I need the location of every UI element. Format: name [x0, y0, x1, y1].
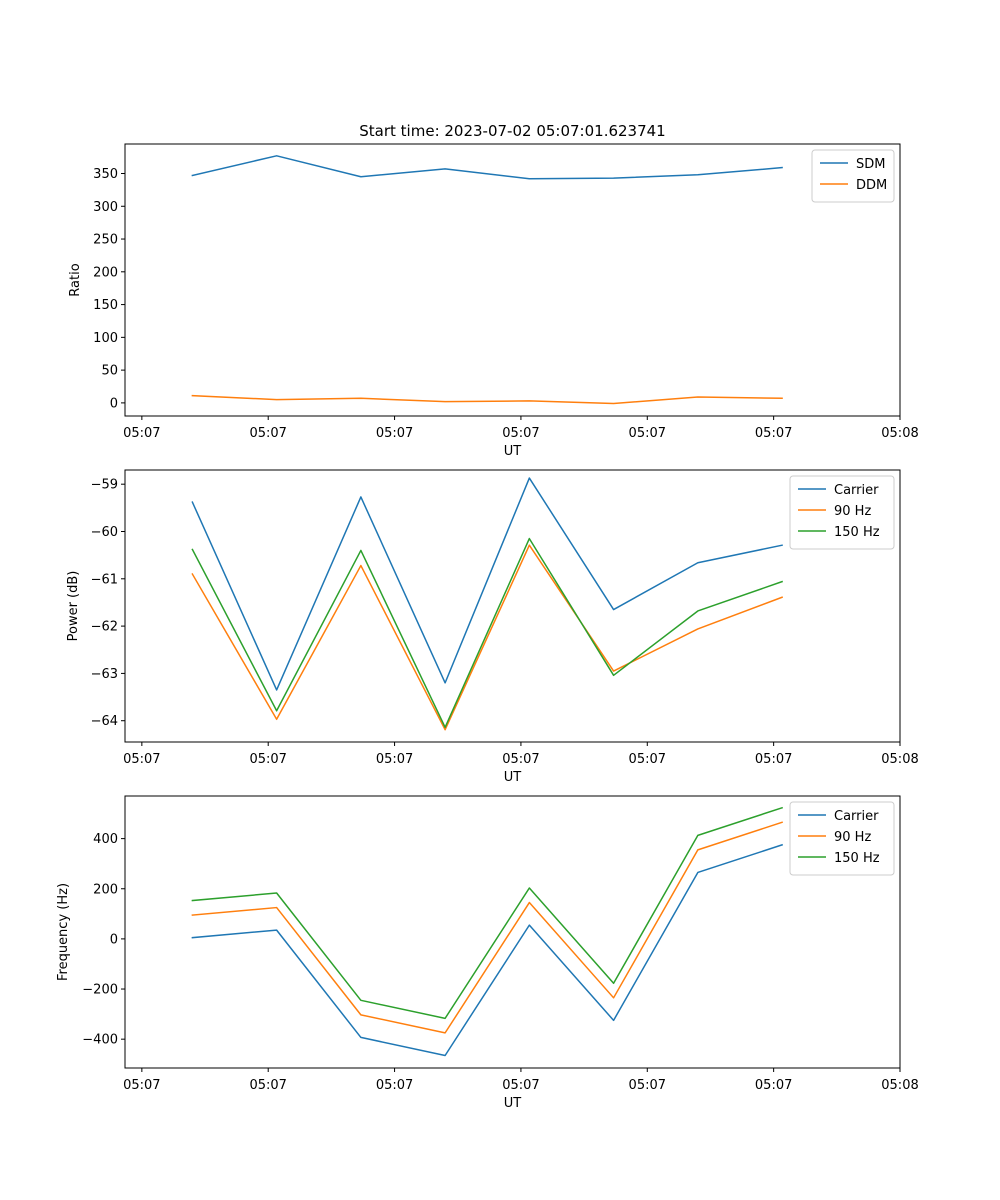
legend-label: 150 Hz [834, 851, 880, 866]
chart-panel-2: 05:07 05:07 05:07 05:07 05:07 05:07 05:08 −64 −6… [66, 469, 919, 785]
y-tick-label: 0 [110, 396, 118, 411]
y-tick-label: 200 [93, 882, 118, 897]
y-tick-label: −59 [91, 478, 118, 493]
x-tick-label: 05:07 [376, 752, 413, 767]
x-tick-label: 05:07 [629, 752, 666, 767]
x-tick-label: 05:07 [376, 1078, 413, 1093]
y-axis-label: Frequency (Hz) [56, 883, 71, 981]
y-tick-label: 250 [93, 233, 118, 248]
legend-label: DDM [856, 178, 887, 193]
y-tick-label: 400 [93, 832, 118, 847]
y-tick-label: 0 [110, 932, 118, 947]
legend-label: 90 Hz [834, 504, 871, 519]
series-line-150-hz [191, 806, 784, 1020]
y-tick-label: 350 [93, 167, 118, 182]
legend-label: SDM [856, 157, 885, 172]
x-tick-label: 05:07 [755, 1078, 792, 1093]
x-tick-label: 05:07 [755, 752, 792, 767]
x-tick-label: 05:07 [502, 426, 539, 441]
x-tick-label: 05:07 [123, 426, 160, 441]
axes-frame [124, 469, 901, 743]
y-tick-label: −200 [82, 983, 118, 998]
x-tick-label: 05:08 [881, 426, 918, 441]
x-tick-label: 05:07 [629, 1078, 666, 1093]
x-tick-label: 05:07 [502, 1078, 539, 1093]
y-tick-label: 50 [101, 364, 118, 379]
series-line-carrier [191, 843, 784, 1057]
series-line-150-hz [191, 537, 784, 729]
y-axis-label: Ratio [68, 263, 83, 296]
y-tick-label: 150 [93, 298, 118, 313]
x-tick-label: 05:07 [123, 1078, 160, 1093]
series-line-90-hz [191, 821, 784, 1034]
y-tick-label: −60 [91, 525, 118, 540]
chart-panel-3: 05:07 05:07 05:07 05:07 05:07 05:07 05:08 −400 −… [56, 795, 919, 1111]
legend: Carrier 90 Hz 150 Hz [789, 801, 895, 876]
y-tick-label: 200 [93, 265, 118, 280]
x-axis-label: UT [504, 444, 522, 459]
legend-label: 150 Hz [834, 525, 880, 540]
y-tick-label: 100 [93, 331, 118, 346]
x-tick-label: 05:07 [502, 752, 539, 767]
y-tick-label: −64 [91, 714, 118, 729]
chart-title: Start time: 2023-07-02 05:07:01.623741 [359, 122, 665, 140]
y-tick-label: −63 [91, 667, 118, 682]
x-tick-label: 05:08 [881, 752, 918, 767]
y-tick-label: −62 [91, 620, 118, 635]
axes-frame [124, 143, 901, 417]
x-tick-label: 05:07 [249, 426, 286, 441]
legend-label: Carrier [834, 483, 879, 498]
chart-panel-1: 05:07 05:07 05:07 05:07 05:07 05:07 05:08 0 50 10… [68, 122, 919, 459]
x-tick-label: 05:07 [249, 1078, 286, 1093]
series-line-ddm [191, 394, 783, 405]
x-axis-label: UT [504, 770, 522, 785]
axes-frame [124, 795, 901, 1069]
x-tick-label: 05:07 [629, 426, 666, 441]
x-axis-label: UT [504, 1096, 522, 1111]
y-tick-label: −61 [91, 572, 118, 587]
x-tick-label: 05:07 [755, 426, 792, 441]
series-line-sdm [191, 155, 783, 180]
legend-label: Carrier [834, 809, 879, 824]
x-tick-label: 05:07 [249, 752, 286, 767]
legend: SDM DDM [811, 149, 895, 203]
y-axis-label: Power (dB) [66, 571, 81, 642]
series-line-90-hz [191, 544, 784, 731]
legend: Carrier 90 Hz 150 Hz [789, 475, 895, 550]
x-tick-label: 05:07 [123, 752, 160, 767]
x-tick-label: 05:08 [881, 1078, 918, 1093]
legend-label: 90 Hz [834, 830, 871, 845]
x-tick-label: 05:07 [376, 426, 413, 441]
y-tick-label: −400 [82, 1033, 118, 1048]
y-tick-label: 300 [93, 200, 118, 215]
series-line-carrier [191, 477, 783, 691]
